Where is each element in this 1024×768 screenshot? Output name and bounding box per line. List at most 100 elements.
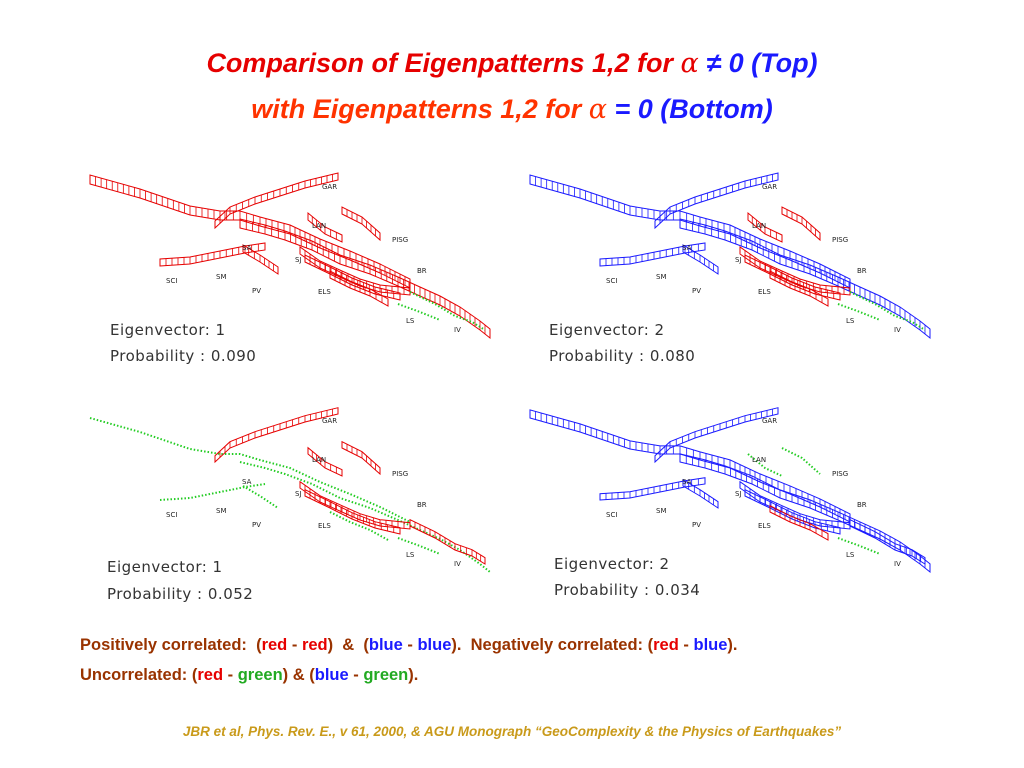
fault-segment <box>679 453 931 574</box>
title-text-1a: Comparison of Eigenpatterns 1,2 for <box>206 48 681 78</box>
legend-text: - <box>223 666 238 684</box>
legend-text: - <box>678 636 694 654</box>
fault-map: GAR LAN PISG SA SJ BR SCI SM PV ELS LS IV <box>529 172 931 340</box>
fault-label-sa: SA <box>242 478 252 486</box>
citation: JBR et al, Phys. Rev. E., v 61, 2000, & … <box>182 724 842 739</box>
fault-label-pv: PV <box>252 521 261 529</box>
fault-segment <box>747 211 783 243</box>
fault-segment <box>159 483 266 501</box>
legend-word-blue: blue <box>417 636 452 654</box>
fault-label-sj: SJ <box>735 490 742 498</box>
fault-segment <box>781 447 821 475</box>
fault-segment <box>397 537 441 555</box>
fault-segment <box>409 518 486 565</box>
fault-band <box>159 242 266 267</box>
fault-segment <box>409 291 486 331</box>
fault-label-sj: SJ <box>295 256 302 264</box>
fault-band <box>214 407 339 464</box>
fault-line <box>397 537 441 555</box>
fault-label-sm: SM <box>656 273 666 281</box>
fault-label-br: BR <box>417 267 427 275</box>
legend-line-1: Positively correlated: (red - red) & (bl… <box>80 636 738 655</box>
fault-label-els: ELS <box>758 288 771 296</box>
fault-segment <box>341 440 381 476</box>
legend-line-2: Uncorrelated: (red - green) & (blue - gr… <box>80 666 418 685</box>
alpha-symbol: α <box>680 48 699 79</box>
fault-segment <box>599 477 706 501</box>
fault-label-lan: LAN <box>312 222 326 230</box>
eigenpattern-panel-bottom-right: GAR LAN PISG SA SJ BR SCI SM PV ELS LS IV <box>520 404 960 624</box>
fault-label-ls: LS <box>406 317 415 325</box>
fault-label-sj: SJ <box>295 490 302 498</box>
fault-map: GAR LAN PISG SA SJ BR SCI SM PV ELS LS IV <box>529 407 931 574</box>
legend-text: ). <box>408 666 419 684</box>
fault-segment <box>89 174 411 289</box>
fault-band <box>599 242 706 267</box>
fault-map: GAR LAN PISG SA SJ BR SCI SM PV ELS LS IV <box>89 407 491 573</box>
fault-band <box>679 218 931 340</box>
fault-segment <box>307 211 343 243</box>
eigenpattern-panel-top-right: GAR LAN PISG SA SJ BR SCI SM PV ELS LS IV <box>520 170 960 390</box>
fault-label-br: BR <box>857 267 867 275</box>
legend-text: Positively correlated: ( <box>80 636 262 654</box>
legend-word-green: green <box>363 666 409 684</box>
fault-band <box>299 480 411 530</box>
fault-line <box>409 291 486 331</box>
fault-line <box>239 461 491 573</box>
fault-segment <box>679 218 931 340</box>
legend-text: - <box>348 666 364 684</box>
fault-label-sm: SM <box>216 273 226 281</box>
fault-segment <box>214 172 339 230</box>
fault-label-iv: IV <box>894 326 901 334</box>
eigenvector-label: Eigenvector: 2 <box>554 555 670 573</box>
fault-segment <box>849 291 926 331</box>
fault-segment <box>89 417 411 523</box>
fault-segment <box>307 446 343 477</box>
probability-label: Probability : 0.034 <box>554 581 701 599</box>
probability-label: Probability : 0.052 <box>107 585 254 603</box>
fault-label-sa: SA <box>682 244 692 252</box>
fault-band <box>409 518 486 565</box>
alpha-symbol: α <box>588 94 608 125</box>
title-text-1b: ≠ 0 (Top) <box>698 48 818 78</box>
fault-band <box>599 477 706 501</box>
fault-label-gar: GAR <box>322 183 337 191</box>
fault-label-lan: LAN <box>312 456 326 464</box>
legend-word-red: red <box>197 666 224 684</box>
legend-word-red: red <box>653 636 679 654</box>
fault-band <box>341 206 381 242</box>
fault-label-pisg: PISG <box>832 470 848 478</box>
fault-line <box>849 291 926 331</box>
fault-band <box>304 488 401 535</box>
fault-label-lan: LAN <box>752 222 766 230</box>
fault-segment <box>242 244 279 275</box>
fault-band <box>769 270 829 307</box>
legend-word-blue: blue <box>314 666 349 684</box>
legend-word-blue: blue <box>693 636 728 654</box>
fault-segment <box>329 270 389 307</box>
fault-segment <box>329 511 389 541</box>
legend-text: ). Negatively correlated: ( <box>451 636 654 654</box>
fault-label-sj: SJ <box>735 256 742 264</box>
fault-segment <box>781 206 821 242</box>
fault-segment <box>849 518 926 565</box>
fault-label-pisg: PISG <box>392 236 408 244</box>
fault-label-ls: LS <box>846 317 855 325</box>
fault-band <box>239 218 491 340</box>
legend-word-blue: blue <box>368 636 403 654</box>
fault-label-br: BR <box>417 501 427 509</box>
fault-line <box>747 453 783 477</box>
title-line-2: with Eigenpatterns 1,2 for α = 0 (Bottom… <box>0 94 1024 125</box>
legend-text: - <box>287 636 302 654</box>
fault-label-sa: SA <box>682 478 692 486</box>
fault-segment <box>769 270 829 307</box>
legend-word-green: green <box>237 666 283 684</box>
fault-label-sa: SA <box>242 244 252 252</box>
title-line-1: Comparison of Eigenpatterns 1,2 for α ≠ … <box>0 48 1024 79</box>
fault-label-els: ELS <box>758 522 771 530</box>
fault-label-pisg: PISG <box>392 470 408 478</box>
fault-label-lan: LAN <box>752 456 766 464</box>
eigenvector-label: Eigenvector: 1 <box>110 321 226 339</box>
legend-text: ) & ( <box>282 666 315 684</box>
fault-band <box>679 453 931 574</box>
